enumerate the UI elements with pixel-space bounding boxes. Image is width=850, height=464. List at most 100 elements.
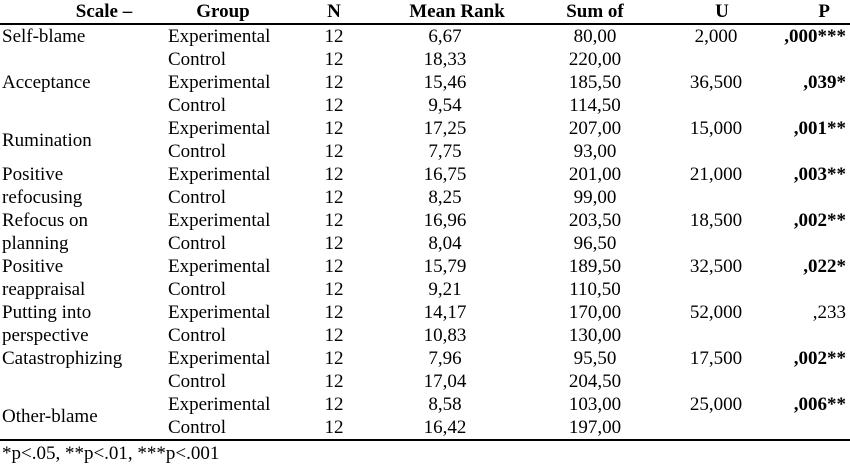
u-cell [660, 48, 760, 71]
p-cell: ,022* [803, 256, 846, 277]
n-cell: 12 [324, 164, 344, 185]
mean-rank-cell: 16,75 [423, 164, 467, 185]
significance-footnote: *p<.05, **p<.01, ***p<.001 [2, 443, 220, 464]
group-cell: Experimental [168, 210, 271, 231]
u-cell: 2,000 [694, 26, 738, 47]
u-cell [660, 94, 760, 117]
mean-rank-cell: 8,58 [428, 394, 462, 415]
n-cell: 12 [324, 394, 344, 415]
u-cell: 36,500 [689, 72, 743, 93]
mean-rank-cell: 9,21 [428, 279, 462, 300]
header-row: Scale – Group N Mean Rank Sum of U P [0, 0, 850, 25]
sum-of-cell: 95,50 [573, 348, 617, 369]
sum-of-cell: 110,50 [569, 279, 621, 300]
n-cell: 12 [324, 348, 344, 369]
group-cell: Experimental [168, 72, 271, 93]
sum-of-cell: 103,00 [568, 394, 622, 415]
column-header-sum-of: Sum of [530, 0, 660, 25]
p-cell [760, 94, 850, 117]
n-cell: 12 [324, 141, 344, 162]
mean-rank-cell: 17,25 [423, 118, 467, 139]
results-table: Scale – Group N Mean Rank Sum of U P Sel… [0, 0, 850, 441]
mean-rank-cell: 7,96 [428, 348, 462, 369]
u-cell [660, 140, 760, 163]
n-cell: 12 [324, 210, 344, 231]
n-cell: 12 [324, 118, 344, 139]
mean-rank-cell: 17,04 [423, 371, 467, 392]
table-row: Refocus on planning Experimental 12 16,96 20… [0, 209, 850, 254]
p-cell: ,001** [793, 118, 846, 139]
table-row: Rumination Experimental 12 17,25 207,00 15,00… [0, 117, 850, 151]
sum-of-cell: 99,00 [573, 187, 617, 208]
p-cell [760, 232, 850, 255]
scale-name-cell: Positive refocusing [2, 164, 83, 208]
p-cell [760, 48, 850, 71]
mean-rank-cell: 7,75 [428, 141, 462, 162]
n-cell: 12 [324, 187, 344, 208]
n-cell: 12 [324, 256, 344, 277]
column-header-mean-rank: Mean Rank [360, 0, 530, 25]
table-row: Self-blame Experimental 12 6,67 80,00 2,000 ,0… [0, 24, 850, 48]
group-cell: Control [168, 141, 227, 162]
table-row: Positive refocusing Experimental 12 16,75 20… [0, 163, 850, 208]
u-cell [660, 232, 760, 255]
group-cell: Control [168, 279, 227, 300]
table-row: Control 12 9,54 114,50 [0, 94, 850, 117]
n-cell: 12 [324, 26, 344, 47]
scale-name-cell: Acceptance [2, 72, 91, 93]
sum-of-cell: 204,50 [568, 371, 622, 392]
mean-rank-cell: 16,96 [423, 210, 467, 231]
table-row: Control 12 18,33 220,00 [0, 48, 850, 71]
group-cell: Control [168, 233, 227, 254]
u-cell: 18,500 [689, 210, 743, 231]
u-cell: 52,000 [689, 302, 743, 323]
sum-of-cell: 207,00 [568, 118, 622, 139]
group-cell: Experimental [168, 302, 271, 323]
p-cell [760, 370, 850, 393]
scale-name-cell: Rumination [2, 129, 92, 151]
u-cell: 25,000 [689, 394, 743, 415]
table-row: Acceptance Experimental 12 15,46 185,50 36,50… [0, 71, 850, 94]
sum-of-cell: 96,50 [573, 233, 617, 254]
scale-name-cell: Self-blame [2, 26, 86, 47]
n-cell: 12 [324, 72, 344, 93]
group-cell: Control [168, 49, 227, 70]
group-cell: Experimental [168, 164, 271, 185]
group-cell: Experimental [168, 118, 271, 139]
table-row: Control 12 17,04 204,50 [0, 370, 850, 393]
p-cell: ,003** [793, 164, 846, 185]
column-header-u: U [660, 0, 760, 25]
mean-rank-cell: 18,33 [423, 49, 467, 70]
group-cell: Control [168, 325, 227, 346]
mean-rank-cell: 6,67 [428, 26, 462, 47]
group-cell: Control [168, 371, 227, 392]
u-cell: 21,000 [689, 164, 743, 185]
mean-rank-cell: 8,25 [428, 187, 462, 208]
u-cell [660, 186, 760, 209]
table-row: Control 12 8,25 99,00 [0, 186, 850, 209]
sum-of-cell: 185,50 [568, 72, 622, 93]
mean-rank-cell: 9,54 [428, 95, 462, 116]
p-cell [760, 186, 850, 209]
table-row: Control 12 9,21 110,50 [0, 278, 850, 301]
table-row: Catastrophizing Experimental 12 7,96 95,50 17… [0, 347, 850, 370]
u-cell: 17,500 [689, 348, 743, 369]
sum-of-cell: 201,00 [568, 164, 622, 185]
sum-of-cell: 80,00 [573, 26, 617, 47]
scale-name-cell: Putting into perspective [2, 302, 92, 346]
u-cell: 15,000 [689, 118, 743, 139]
scale-name-cell: Positive reappraisal [2, 256, 86, 300]
mean-rank-cell: 16,42 [423, 417, 467, 438]
n-cell: 12 [324, 279, 344, 300]
mean-rank-cell: 15,79 [423, 256, 467, 277]
table-row: Control 12 8,04 96,50 [0, 232, 850, 255]
group-cell: Experimental [168, 394, 271, 415]
n-cell: 12 [324, 371, 344, 392]
n-cell: 12 [324, 233, 344, 254]
group-cell: Control [168, 187, 227, 208]
group-cell: Control [168, 417, 227, 438]
sum-of-cell: 93,00 [573, 141, 617, 162]
sum-of-cell: 130,00 [568, 325, 622, 346]
table-row: Other-blame Experimental 12 8,58 103,00 25,00… [0, 393, 850, 427]
n-cell: 12 [324, 95, 344, 116]
